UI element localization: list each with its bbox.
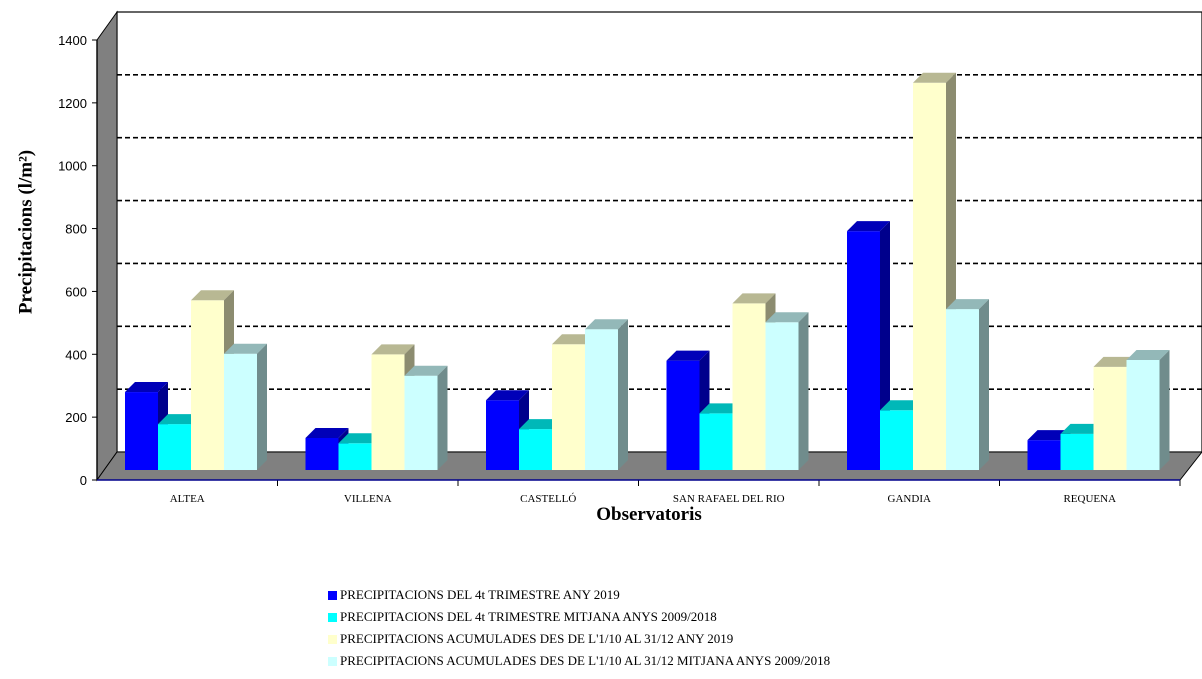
bar-top — [305, 427, 349, 438]
bar-front — [880, 410, 913, 470]
bar-front — [224, 353, 257, 470]
category-label: REQUENA — [1063, 493, 1116, 505]
legend-swatch — [328, 656, 337, 666]
bar-top — [371, 344, 415, 355]
bar — [1126, 350, 1170, 470]
y-tick-label: 400 — [65, 347, 87, 362]
bar — [946, 299, 989, 470]
bar-front — [371, 354, 405, 470]
y-tick-label: 200 — [65, 410, 87, 425]
bar-top — [224, 343, 267, 354]
y-tick-label: 600 — [65, 284, 87, 299]
bar-top — [880, 400, 923, 411]
legend-swatch — [328, 590, 337, 600]
y-tick-label: 1200 — [58, 96, 87, 111]
x-axis-title: Observatoris — [596, 504, 702, 525]
bar-front — [338, 443, 372, 470]
back-wall — [116, 11, 1202, 453]
bar-side — [257, 343, 267, 470]
bar-top — [699, 403, 743, 414]
bar — [404, 365, 448, 470]
y-tick-label: 1400 — [58, 33, 87, 48]
legend-label: PRECIPITACIONS DEL 4t TRIMESTRE ANY 2019 — [340, 587, 620, 602]
bar-front — [404, 375, 438, 470]
gridlines — [117, 74, 1202, 390]
bar-top — [552, 334, 595, 345]
y-tick-label: 0 — [80, 473, 87, 488]
bar-front — [913, 82, 946, 471]
bar — [224, 343, 267, 470]
bar-top — [666, 350, 710, 361]
bar — [125, 382, 168, 470]
bar-top — [125, 382, 168, 393]
category-label: CASTELLÓ — [520, 493, 576, 505]
bar-front — [585, 329, 618, 470]
bar-front — [765, 322, 799, 470]
bar-top — [404, 365, 448, 376]
legend-item: PRECIPITACIONS ACUMULADES DES DE L'1/10 … — [328, 628, 830, 650]
bar-front — [1126, 360, 1160, 470]
category-label: SAN RAFAEL DEL RIO — [673, 493, 785, 505]
legend: PRECIPITACIONS DEL 4t TRIMESTRE ANY 2019… — [328, 584, 830, 672]
bar — [519, 419, 562, 470]
bar-front — [191, 300, 224, 470]
legend-item: PRECIPITACIONS ACUMULADES DES DE L'1/10 … — [328, 650, 830, 672]
bar-front — [1093, 366, 1127, 470]
bar-top — [946, 299, 989, 310]
bar-top — [1027, 430, 1071, 441]
bars — [125, 72, 1170, 471]
bar — [585, 319, 628, 470]
bar-side — [618, 319, 628, 470]
y-tick-label: 800 — [65, 222, 87, 237]
bar-side — [437, 365, 448, 470]
legend-item: PRECIPITACIONS DEL 4t TRIMESTRE ANY 2019 — [328, 584, 830, 606]
bar-top — [585, 319, 628, 330]
bar-top — [486, 390, 529, 401]
bar-front — [158, 424, 191, 470]
bar-side — [979, 299, 989, 470]
bar-front — [486, 400, 519, 470]
legend-label: PRECIPITACIONS DEL 4t TRIMESTRE MITJANA … — [340, 609, 717, 624]
bar-top — [158, 414, 201, 425]
bar-top — [519, 419, 562, 430]
bar-top — [913, 72, 956, 83]
legend-label: PRECIPITACIONS ACUMULADES DES DE L'1/10 … — [340, 631, 734, 646]
bar — [765, 312, 809, 470]
category-label: VILLENA — [344, 493, 392, 505]
bar-top — [191, 290, 234, 301]
bar-front — [732, 303, 766, 470]
y-axis-title: Precipitacions (l/m²) — [15, 150, 36, 314]
y-tick-label: 1000 — [58, 159, 87, 174]
bar-side — [1159, 350, 1170, 470]
legend-swatch — [328, 634, 337, 644]
bar-front — [1060, 433, 1094, 470]
category-label: ALTEA — [170, 493, 205, 505]
side-wall — [96, 10, 118, 482]
bar-side — [798, 312, 809, 470]
bar-front — [666, 360, 700, 470]
bar-front — [847, 231, 880, 470]
bar-top — [847, 221, 890, 232]
legend-swatch — [328, 612, 337, 622]
bar-top — [338, 433, 382, 444]
bar-top — [1126, 350, 1170, 360]
category-label: GANDIA — [888, 493, 931, 505]
bar-top — [1060, 423, 1104, 434]
bar-front — [699, 413, 733, 470]
axes: ALTEA VILLENA CASTELLÓ SAN RAFAEL DEL RIO GA… — [58, 33, 1181, 505]
bar-front — [1027, 440, 1061, 470]
bar-front — [519, 429, 552, 470]
legend-item: PRECIPITACIONS DEL 4t TRIMESTRE MITJANA … — [328, 606, 830, 628]
bar-top — [1093, 356, 1137, 367]
bar-top — [732, 293, 776, 304]
bar-front — [305, 437, 339, 470]
bar-top — [765, 312, 809, 323]
bar — [486, 390, 529, 470]
chart-walls — [96, 10, 1202, 482]
bar-front — [125, 392, 158, 470]
bar-front — [552, 344, 585, 470]
legend-label: PRECIPITACIONS ACUMULADES DES DE L'1/10 … — [340, 653, 831, 668]
bar-front — [946, 309, 979, 470]
